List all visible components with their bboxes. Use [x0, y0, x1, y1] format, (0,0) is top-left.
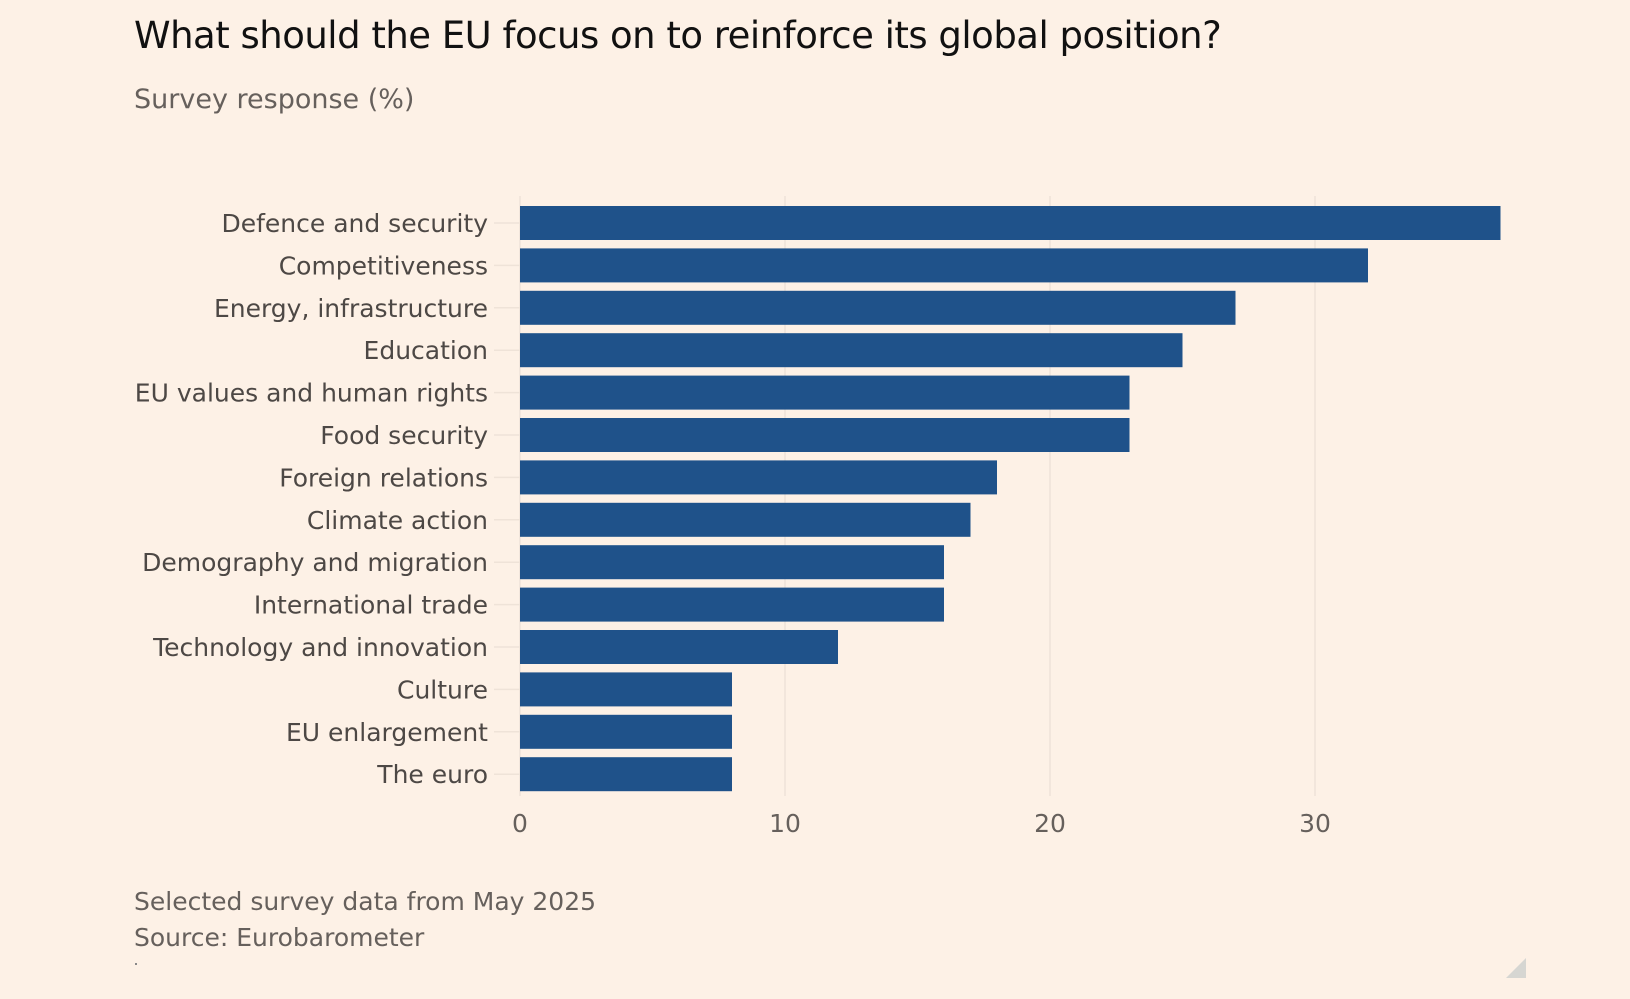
category-label: Culture [397, 675, 488, 704]
bar-eu-enlargement [520, 714, 732, 749]
chart-footer: Selected survey data from May 2025 Sourc… [134, 884, 596, 956]
bar-foreign-relations [520, 460, 997, 495]
bar-technology-and-innovation [520, 630, 838, 664]
bar-international-trade [520, 587, 944, 622]
category-label: Foreign relations [279, 463, 488, 492]
corner-fold-icon [1506, 958, 1526, 978]
category-label: Demography and migration [142, 548, 488, 577]
category-label: Climate action [307, 506, 488, 535]
category-labels: Defence and security Competitiveness Energ… [135, 209, 488, 789]
category-label: EU enlargement [286, 718, 488, 747]
category-label: International trade [254, 591, 488, 620]
bars [520, 206, 1501, 792]
x-tick-label: 0 [512, 809, 528, 838]
bar-food-security [520, 418, 1130, 452]
category-label: Technology and innovation [152, 633, 488, 662]
x-axis-ticks: 0 10 20 30 [512, 809, 1331, 838]
chart-subtitle: Survey response (%) [134, 84, 415, 115]
category-label: Education [364, 336, 488, 365]
footer-note: Selected survey data from May 2025 [134, 887, 597, 916]
category-label: The euro [376, 760, 488, 789]
x-tick-label: 30 [1299, 809, 1331, 838]
category-label: EU values and human rights [135, 379, 488, 408]
bar-culture [520, 672, 732, 707]
footer-dot [135, 963, 137, 965]
x-tick-label: 10 [769, 809, 801, 838]
bar-the-euro [520, 757, 732, 792]
bar-education [520, 333, 1183, 368]
bar-competitiveness [520, 248, 1368, 283]
bar-demography-and-migration [520, 545, 944, 580]
bar-climate-action [520, 502, 971, 537]
category-label: Defence and security [221, 209, 488, 238]
bar-eu-values-and-human-rights [520, 375, 1130, 410]
category-label: Energy, infrastructure [214, 294, 488, 323]
x-tick-label: 20 [1034, 809, 1066, 838]
category-label: Food security [320, 421, 488, 450]
chart-title: What should the EU focus on to reinforce… [134, 14, 1222, 57]
footer-source: Source: Eurobarometer [134, 923, 425, 952]
bar-defence-and-security [520, 206, 1501, 240]
category-label: Competitiveness [279, 251, 488, 280]
bar-energy-infrastructure [520, 290, 1236, 325]
